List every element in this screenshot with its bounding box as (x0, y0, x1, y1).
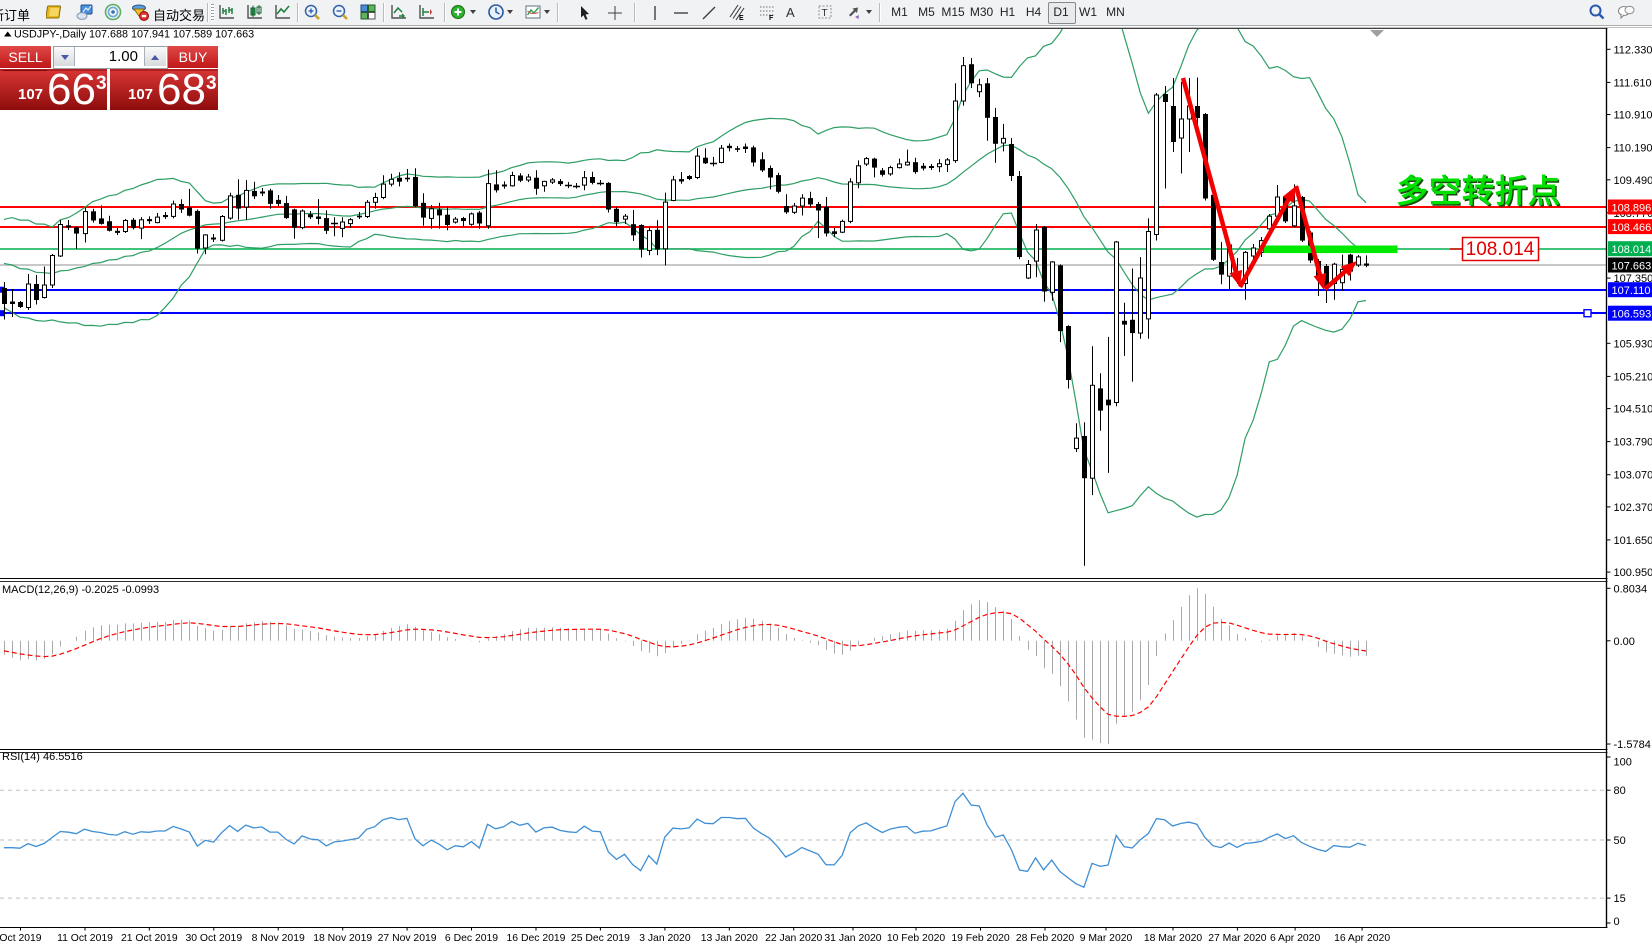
svg-text:106.593: 106.593 (1612, 309, 1652, 321)
svg-text:111.610: 111.610 (1614, 77, 1652, 89)
svg-text:Oct 2019: Oct 2019 (0, 933, 42, 944)
svg-text:107.110: 107.110 (1612, 285, 1651, 297)
svg-text:22 Jan 2020: 22 Jan 2020 (765, 933, 822, 944)
svg-text:28 Feb 2020: 28 Feb 2020 (1016, 933, 1075, 944)
svg-text:25 Dec 2019: 25 Dec 2019 (571, 933, 630, 944)
svg-text:110.190: 110.190 (1614, 143, 1652, 155)
svg-text:6 Dec 2019: 6 Dec 2019 (445, 933, 498, 944)
svg-text:18 Nov 2019: 18 Nov 2019 (313, 933, 372, 944)
svg-text:F: F (769, 15, 774, 21)
svg-text:108.014: 108.014 (1612, 244, 1652, 256)
svg-text:110.910: 110.910 (1614, 110, 1652, 122)
svg-text:9 Mar 2020: 9 Mar 2020 (1080, 933, 1133, 944)
svg-text:103.070: 103.070 (1614, 470, 1652, 482)
svg-text:6 Apr 2020: 6 Apr 2020 (1270, 933, 1320, 944)
svg-text:31 Jan 2020: 31 Jan 2020 (824, 933, 881, 944)
svg-text:107.688 107.941 107.589 107.66: 107.688 107.941 107.589 107.663 (89, 29, 254, 41)
svg-text:USDJPY-,Daily: USDJPY-,Daily (14, 29, 87, 41)
svg-text:101.650: 101.650 (1614, 535, 1652, 547)
svg-text:0.00: 0.00 (1614, 636, 1635, 648)
svg-text:16 Apr 2020: 16 Apr 2020 (1334, 933, 1390, 944)
svg-text:15: 15 (1614, 893, 1626, 905)
svg-text:108.466: 108.466 (1612, 222, 1652, 234)
svg-text:19 Feb 2020: 19 Feb 2020 (951, 933, 1010, 944)
svg-text:108.896: 108.896 (1612, 203, 1652, 215)
svg-text:107.350: 107.350 (1614, 273, 1652, 285)
svg-text:107.663: 107.663 (1612, 261, 1652, 273)
svg-text:多空转折点: 多空转折点 (1398, 175, 1563, 211)
svg-text:MACD(12,26,9) -0.2025 -0.0993: MACD(12,26,9) -0.2025 -0.0993 (2, 584, 159, 596)
svg-text:T: T (822, 8, 828, 19)
svg-text:100.950: 100.950 (1614, 567, 1652, 579)
svg-text:21 Oct 2019: 21 Oct 2019 (121, 933, 178, 944)
svg-text:8 Nov 2019: 8 Nov 2019 (252, 933, 305, 944)
svg-text:RSI(14) 46.5516: RSI(14) 46.5516 (2, 751, 83, 763)
svg-text:27 Mar 2020: 27 Mar 2020 (1208, 933, 1267, 944)
svg-text:13 Jan 2020: 13 Jan 2020 (701, 933, 758, 944)
svg-text:50: 50 (1614, 835, 1626, 847)
svg-text:105.930: 105.930 (1614, 338, 1652, 350)
svg-text:18 Mar 2020: 18 Mar 2020 (1144, 933, 1203, 944)
svg-text:30 Oct 2019: 30 Oct 2019 (185, 933, 242, 944)
svg-text:0.8034: 0.8034 (1614, 583, 1648, 595)
svg-text:103.790: 103.790 (1614, 437, 1652, 449)
svg-text:108.014: 108.014 (1466, 239, 1535, 260)
svg-text:-1.5784: -1.5784 (1614, 739, 1651, 751)
svg-text:105.210: 105.210 (1614, 371, 1652, 383)
svg-text:112.330: 112.330 (1614, 44, 1652, 56)
svg-text:102.370: 102.370 (1614, 502, 1652, 514)
svg-text:11 Oct 2019: 11 Oct 2019 (57, 933, 113, 944)
svg-text:多空转折点: 多空转折点 (1396, 173, 1561, 209)
svg-text:E: E (739, 15, 744, 21)
svg-text:80: 80 (1614, 785, 1626, 797)
svg-text:27 Nov 2019: 27 Nov 2019 (378, 933, 437, 944)
svg-text:0: 0 (1614, 916, 1620, 928)
svg-text:100: 100 (1614, 757, 1632, 769)
svg-text:3 Jan 2020: 3 Jan 2020 (639, 933, 691, 944)
svg-text:109.490: 109.490 (1614, 175, 1652, 187)
svg-text:10 Feb 2020: 10 Feb 2020 (887, 933, 946, 944)
svg-text:16 Dec 2019: 16 Dec 2019 (507, 933, 566, 944)
svg-text:104.510: 104.510 (1614, 404, 1652, 416)
